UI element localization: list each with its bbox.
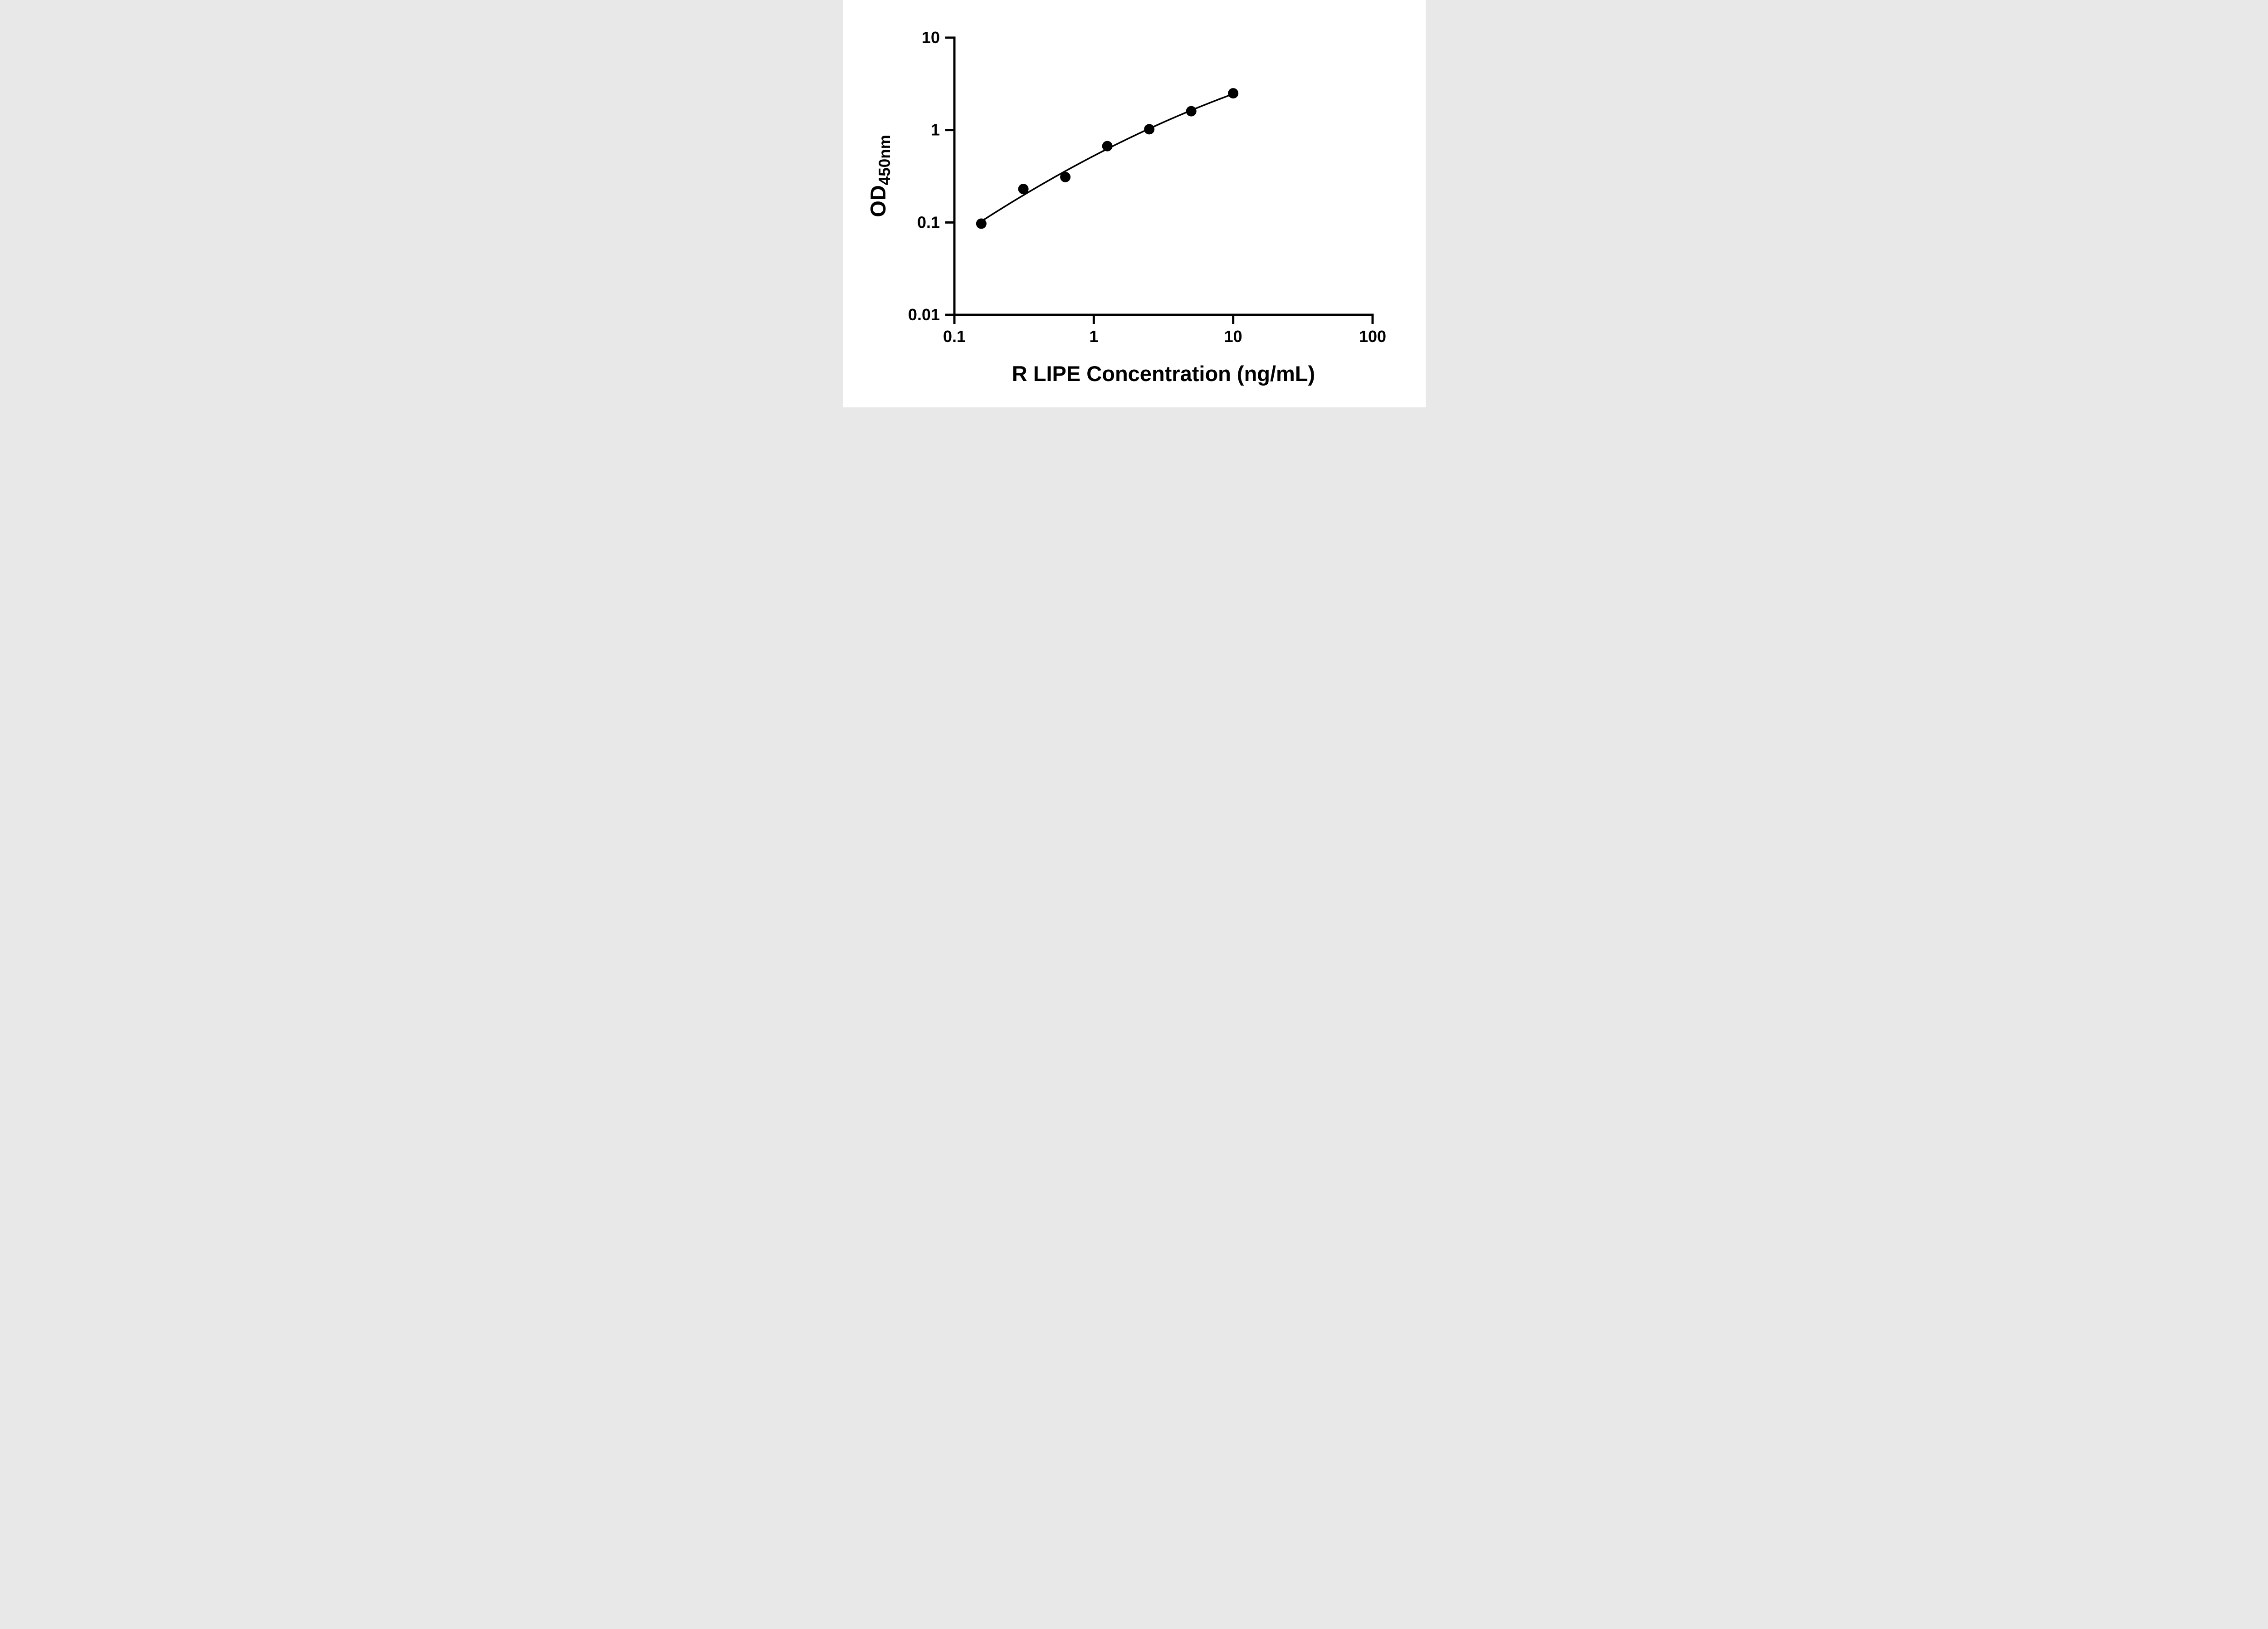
data-point (1018, 184, 1029, 195)
data-series-layer (976, 88, 1238, 229)
x-tick-label: 1 (1089, 327, 1098, 346)
y-tick-label: 10 (921, 28, 939, 47)
x-axis-title: R LIPE Concentration (ng/mL) (1012, 362, 1315, 386)
data-point (1227, 88, 1238, 99)
y-axis-title: OD450nm (866, 135, 894, 217)
y-axis-title-main: OD (866, 185, 890, 217)
y-axis-title-subscript: 450nm (876, 135, 894, 185)
elisa-standard-curve-chart: 0.1 1 10 100 0.01 0.1 1 10 R LIPE Concentration… (842, 0, 1426, 407)
data-point (1186, 106, 1197, 117)
x-tick-label: 10 (1224, 327, 1242, 346)
x-tick-label: 100 (1359, 327, 1386, 346)
y-tick-label: 0.01 (908, 305, 939, 324)
data-point (1060, 171, 1070, 182)
data-point (976, 218, 987, 229)
x-tick-label: 0.1 (943, 327, 965, 346)
data-point (1144, 124, 1154, 135)
y-tick-label: 1 (930, 121, 939, 139)
y-tick-label: 0.1 (917, 213, 939, 231)
data-point (1102, 141, 1113, 152)
